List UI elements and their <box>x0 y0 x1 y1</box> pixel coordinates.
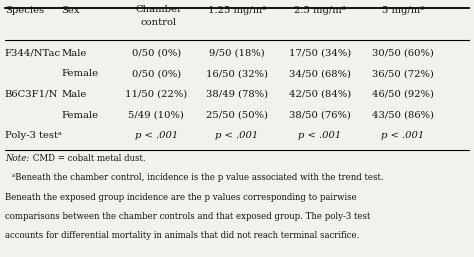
Text: p < .001: p < .001 <box>215 131 259 140</box>
Text: 16/50 (32%): 16/50 (32%) <box>206 69 268 78</box>
Text: p < .001: p < .001 <box>381 131 425 140</box>
Text: B6C3F1/N: B6C3F1/N <box>5 90 58 99</box>
Text: 17/50 (34%): 17/50 (34%) <box>289 49 351 58</box>
Text: 1.25 mg/m³: 1.25 mg/m³ <box>208 6 266 15</box>
Text: control: control <box>141 18 177 27</box>
Text: 2.5 mg/m³: 2.5 mg/m³ <box>294 6 346 15</box>
Text: Beneath the exposed group incidence are the p values corresponding to pairwise: Beneath the exposed group incidence are … <box>5 193 356 202</box>
Text: Note:: Note: <box>5 154 29 163</box>
Text: 9/50 (18%): 9/50 (18%) <box>209 49 265 58</box>
Text: Female: Female <box>62 69 99 78</box>
Text: p < .001: p < .001 <box>298 131 342 140</box>
Text: Sex: Sex <box>62 6 80 15</box>
Text: Female: Female <box>62 111 99 120</box>
Text: F344/NTac: F344/NTac <box>5 49 61 58</box>
Text: 0/50 (0%): 0/50 (0%) <box>132 69 181 78</box>
Text: 38/49 (78%): 38/49 (78%) <box>206 90 268 99</box>
Text: 36/50 (72%): 36/50 (72%) <box>372 69 434 78</box>
Text: 43/50 (86%): 43/50 (86%) <box>372 111 434 120</box>
Text: Species: Species <box>5 6 44 15</box>
Text: ᵃBeneath the chamber control, incidence is the p value associated with the trend: ᵃBeneath the chamber control, incidence … <box>12 173 383 182</box>
Text: 5/49 (10%): 5/49 (10%) <box>128 111 184 120</box>
Text: 46/50 (92%): 46/50 (92%) <box>372 90 434 99</box>
Text: comparisons between the chamber controls and that exposed group. The poly-3 test: comparisons between the chamber controls… <box>5 212 370 221</box>
Text: 34/50 (68%): 34/50 (68%) <box>289 69 351 78</box>
Text: p < .001: p < .001 <box>135 131 178 140</box>
Text: 25/50 (50%): 25/50 (50%) <box>206 111 268 120</box>
Text: CMD = cobalt metal dust.: CMD = cobalt metal dust. <box>30 154 146 163</box>
Text: 30/50 (60%): 30/50 (60%) <box>372 49 434 58</box>
Text: Male: Male <box>62 90 87 99</box>
Text: 11/50 (22%): 11/50 (22%) <box>125 90 188 99</box>
Text: 42/50 (84%): 42/50 (84%) <box>289 90 351 99</box>
Text: accounts for differential mortality in animals that did not reach terminal sacri: accounts for differential mortality in a… <box>5 231 359 240</box>
Text: Poly-3 testᵃ: Poly-3 testᵃ <box>5 131 62 140</box>
Text: Male: Male <box>62 49 87 58</box>
Text: 38/50 (76%): 38/50 (76%) <box>289 111 351 120</box>
Text: Chamber: Chamber <box>136 5 182 14</box>
Text: 0/50 (0%): 0/50 (0%) <box>132 49 181 58</box>
Text: 5 mg/m³: 5 mg/m³ <box>382 6 424 15</box>
